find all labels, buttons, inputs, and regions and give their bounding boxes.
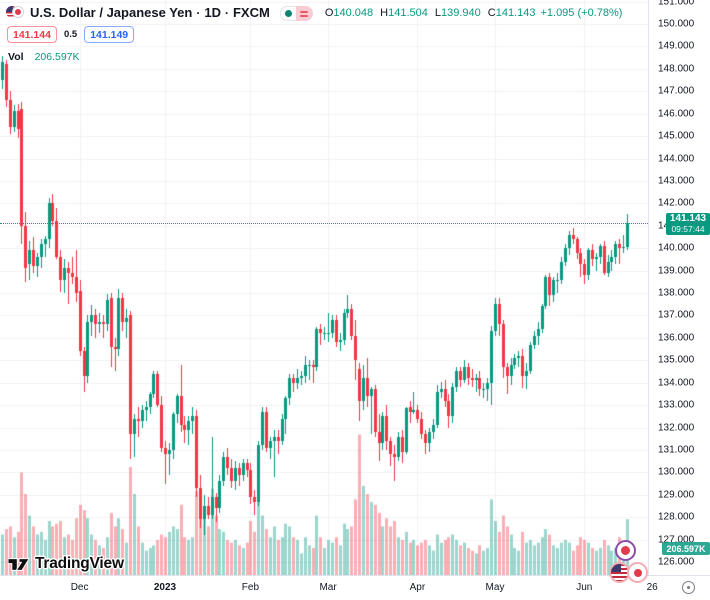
price-tick: 151.000: [658, 0, 695, 8]
volume-label: Vol: [8, 51, 24, 63]
equals-bar-icon: [300, 14, 309, 17]
low-label: L: [434, 6, 441, 19]
price-tick: 131.000: [658, 444, 695, 456]
japan-flag-icon: [12, 6, 24, 18]
market-open-dot-icon: [284, 10, 292, 17]
current-price-label: 141.143 09:57:44: [666, 213, 710, 236]
sell-button[interactable]: 141.144: [7, 26, 57, 43]
price-tick: 149.000: [658, 40, 695, 52]
symbol-title[interactable]: U.S. Dollar / Japanese Yen: [30, 5, 193, 20]
price-tick: 140.000: [658, 242, 695, 254]
time-tick: Mar: [319, 582, 337, 593]
trade-panel: 141.144 0.5 141.149: [7, 26, 622, 43]
price-axis[interactable]: 151.000 150.000 149.000 148.000 147.000 146.0…: [648, 0, 710, 575]
price-tick: 126.000: [658, 556, 695, 568]
time-axis[interactable]: Dec 2023 Feb Mar Apr May Jun 26: [0, 575, 710, 600]
price-tick: 133.000: [658, 399, 695, 411]
price-tick: 147.000: [658, 85, 695, 97]
scales-settings-icon[interactable]: [682, 581, 695, 594]
change-value: +1.095 (+0.78%): [540, 6, 623, 19]
price-tick: 148.000: [658, 63, 695, 75]
time-tick: Feb: [241, 582, 260, 593]
price-tick: 128.000: [658, 511, 695, 523]
symbol-pair-logo: [6, 6, 25, 19]
time-tick: 2023: [153, 582, 177, 593]
title-separator: ·: [196, 5, 201, 20]
exchange-logo-icon: [615, 540, 636, 561]
bar-countdown: 09:57:44: [671, 223, 705, 234]
chart-legend: U.S. Dollar / Japanese Yen · 1D · FXCM O…: [6, 4, 622, 63]
current-price-value: 141.143: [669, 213, 707, 224]
close-value: 141.143: [495, 6, 536, 19]
current-price-line: [0, 223, 648, 224]
price-tick: 136.000: [658, 332, 695, 344]
interval-label[interactable]: 1D: [204, 5, 221, 20]
tradingview-logo[interactable]: TradingView: [8, 555, 124, 573]
spread-value: 0.5: [63, 29, 78, 40]
status-pills[interactable]: [279, 6, 313, 21]
price-tick: 135.000: [658, 354, 695, 366]
title-separator: ·: [224, 5, 229, 20]
close-label: C: [487, 6, 496, 19]
price-tick: 134.000: [658, 377, 695, 389]
volume-row[interactable]: Vol 206.597K: [8, 51, 622, 63]
time-tick: Jun: [576, 582, 593, 593]
price-tick: 129.000: [658, 489, 695, 501]
high-label: H: [380, 6, 389, 19]
symbol-row[interactable]: U.S. Dollar / Japanese Yen · 1D · FXCM O…: [6, 4, 622, 21]
exchange-label[interactable]: FXCM: [232, 5, 270, 20]
price-tick: 137.000: [658, 309, 695, 321]
low-value: 139.940: [440, 6, 481, 19]
price-tick: 143.000: [658, 175, 695, 187]
price-tick: 132.000: [658, 422, 695, 433]
time-tick: Apr: [409, 582, 426, 593]
japan-flag-source-icon: [627, 562, 648, 583]
price-tick: 150.000: [658, 18, 695, 30]
price-tick: 144.000: [658, 153, 695, 164]
open-value: 140.048: [333, 6, 374, 19]
price-tick: 138.000: [658, 287, 695, 299]
buy-button[interactable]: 141.149: [84, 26, 135, 43]
trading-panel-toggle[interactable]: [295, 6, 313, 21]
volume-axis-label: 206.597K: [662, 542, 710, 555]
time-tick: Dec: [70, 582, 89, 593]
price-tick: 145.000: [658, 130, 695, 142]
market-status-pill[interactable]: [279, 6, 296, 21]
time-tick: 26: [646, 582, 658, 593]
price-tick: 146.000: [658, 108, 695, 120]
high-value: 141.504: [388, 6, 428, 19]
ohlc-readout: O 140.048 H 141.504 L 139.940 C 141.143 +1.0…: [325, 7, 623, 19]
time-tick: May: [485, 582, 505, 593]
price-tick: 139.000: [658, 265, 695, 277]
equals-bar-icon: [300, 10, 309, 13]
candlestick-chart-canvas[interactable]: [0, 0, 648, 575]
volume-value: 206.597K: [34, 51, 80, 63]
price-tick: 127.000: [658, 534, 695, 546]
tradingview-logo-icon: [8, 557, 30, 571]
price-tick: 142.000: [658, 197, 695, 209]
open-label: O: [324, 6, 334, 19]
tradingview-logo-text: TradingView: [35, 555, 124, 572]
price-tick: 130.000: [658, 466, 695, 478]
